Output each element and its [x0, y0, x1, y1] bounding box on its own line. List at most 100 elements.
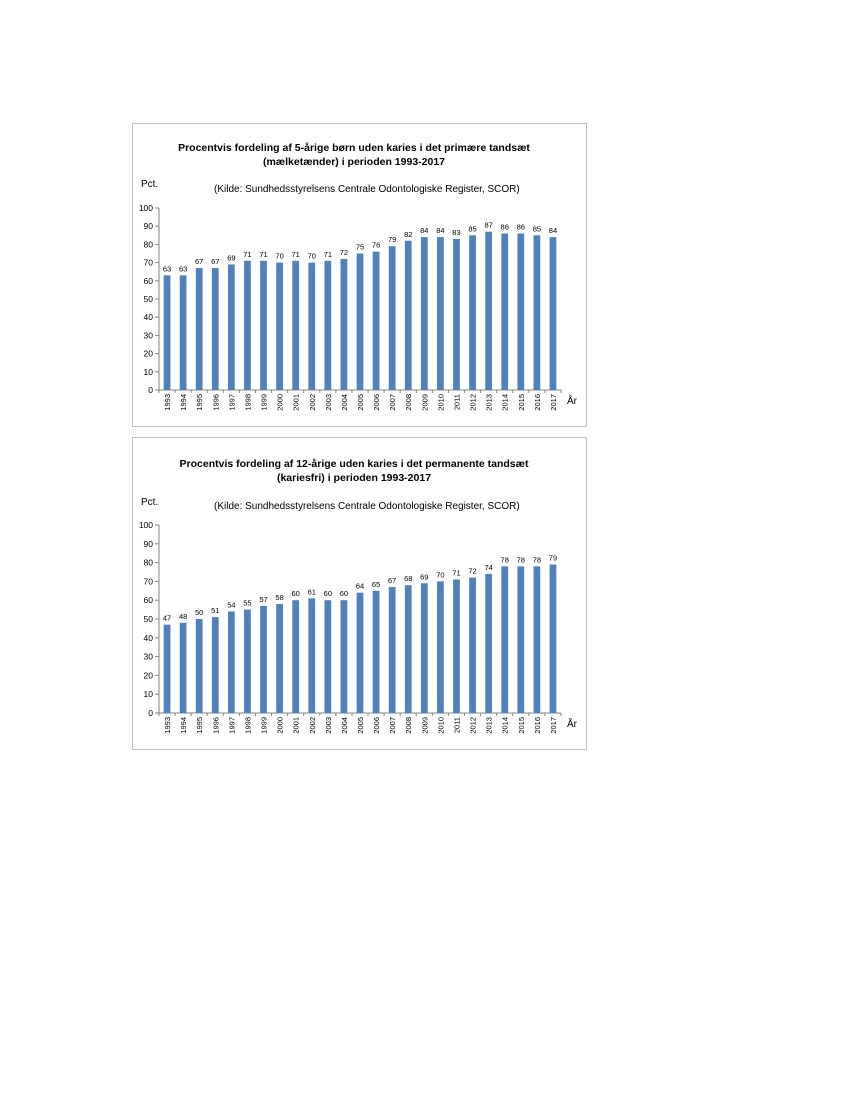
data-label: 71 — [452, 569, 460, 578]
data-label: 55 — [243, 599, 251, 608]
chart-source: (Kilde: Sundhedsstyrelsens Centrale Odon… — [214, 184, 520, 195]
bar — [227, 264, 235, 390]
data-label: 82 — [404, 230, 412, 239]
data-label: 86 — [517, 222, 525, 231]
data-label: 57 — [259, 595, 267, 604]
bar — [195, 268, 203, 390]
bar — [549, 237, 557, 390]
bar — [276, 603, 283, 713]
chart-title-line: Procentvis fordeling af 12-årige uden ka… — [180, 458, 529, 470]
bar — [324, 260, 332, 390]
x-tick-label: 2015 — [517, 394, 526, 411]
data-label: 71 — [292, 250, 300, 259]
y-tick-label: 30 — [144, 330, 154, 340]
data-label: 65 — [372, 580, 380, 589]
bar — [533, 566, 541, 713]
y-tick-label: 80 — [144, 558, 154, 568]
x-tick-label: 1996 — [211, 717, 220, 734]
data-label: 71 — [324, 250, 332, 259]
bar — [308, 598, 316, 713]
bar — [244, 609, 251, 713]
data-label: 63 — [179, 264, 187, 273]
x-tick-label: 1999 — [260, 717, 269, 734]
x-tick-label: 2004 — [340, 394, 349, 411]
bar — [244, 260, 251, 390]
x-tick-label: 2014 — [501, 717, 510, 734]
bar — [260, 260, 267, 390]
x-tick-label: 2010 — [436, 394, 445, 411]
y-tick-label: 50 — [144, 294, 154, 304]
bar — [501, 233, 509, 390]
bar — [372, 251, 380, 390]
y-tick-label: 0 — [148, 708, 153, 718]
data-label: 78 — [517, 555, 525, 564]
bar — [356, 592, 364, 713]
x-tick-label: 2009 — [420, 717, 429, 734]
data-label: 84 — [436, 226, 444, 235]
bar — [437, 581, 444, 713]
x-tick-label: 2013 — [485, 717, 494, 734]
y-tick-label: 70 — [144, 258, 154, 268]
bar — [404, 585, 412, 713]
data-label: 58 — [275, 593, 283, 602]
bar — [276, 262, 283, 390]
x-tick-label: 2001 — [292, 717, 301, 734]
data-label: 67 — [388, 576, 396, 585]
x-tick-label: 2008 — [404, 394, 413, 411]
y-tick-label: 40 — [144, 312, 154, 322]
y-tick-label: 80 — [144, 239, 154, 249]
data-label: 84 — [420, 226, 428, 235]
x-tick-label: 2007 — [388, 717, 397, 734]
data-label: 75 — [356, 243, 364, 252]
data-label: 63 — [163, 264, 171, 273]
y-tick-label: 70 — [144, 576, 154, 586]
data-label: 47 — [163, 614, 171, 623]
x-tick-label: 2003 — [324, 717, 333, 734]
x-tick-label: 1998 — [243, 717, 252, 734]
data-label: 61 — [308, 587, 316, 596]
bar — [324, 600, 332, 713]
x-tick-label: 1995 — [195, 717, 204, 734]
data-label: 54 — [227, 600, 235, 609]
x-tick-label: 2014 — [501, 394, 510, 411]
x-tick-label: 2000 — [276, 394, 285, 411]
x-tick-label: 1993 — [163, 394, 172, 411]
data-label: 51 — [211, 606, 219, 615]
bar — [163, 624, 171, 713]
y-tick-label: 50 — [144, 614, 154, 624]
data-label: 70 — [436, 570, 444, 579]
x-tick-label: 2013 — [485, 394, 494, 411]
x-tick-label: 2000 — [276, 717, 285, 734]
x-tick-label: 2012 — [469, 394, 478, 411]
bar — [420, 237, 428, 390]
x-tick-label: 2009 — [420, 394, 429, 411]
chart-panel-5-year-olds: Procentvis fordeling af 5-årige børn ude… — [132, 123, 587, 427]
bar — [211, 268, 219, 390]
bar — [179, 622, 187, 713]
chart-title-line: Procentvis fordeling af 5-årige børn ude… — [178, 142, 530, 154]
x-tick-label: 2008 — [404, 717, 413, 734]
chart-title-line: (kariesfri) i perioden 1993-2017 — [277, 472, 431, 484]
data-label: 68 — [404, 574, 412, 583]
x-tick-label: 2006 — [372, 394, 381, 411]
data-label: 86 — [501, 222, 509, 231]
x-tick-label: 2002 — [308, 717, 317, 734]
x-tick-label: 2015 — [517, 717, 526, 734]
data-label: 72 — [468, 567, 476, 576]
y-tick-label: 10 — [144, 689, 154, 699]
chart-source: (Kilde: Sundhedsstyrelsens Centrale Odon… — [214, 501, 520, 512]
bar — [388, 246, 396, 390]
bar — [372, 590, 380, 713]
bar — [260, 605, 267, 713]
x-tick-label: 1997 — [227, 394, 236, 411]
bar — [453, 238, 460, 390]
chart-title-line: (mælketænder) i perioden 1993-2017 — [263, 156, 445, 168]
data-label: 70 — [275, 252, 283, 261]
x-tick-label: 1994 — [179, 717, 188, 734]
x-tick-label: 2005 — [356, 394, 365, 411]
x-tick-label: 2016 — [533, 394, 542, 411]
bar — [211, 617, 219, 713]
data-label: 79 — [388, 235, 396, 244]
chart-panel-12-year-olds: Procentvis fordeling af 12-årige uden ka… — [132, 437, 587, 750]
bar — [517, 566, 525, 713]
